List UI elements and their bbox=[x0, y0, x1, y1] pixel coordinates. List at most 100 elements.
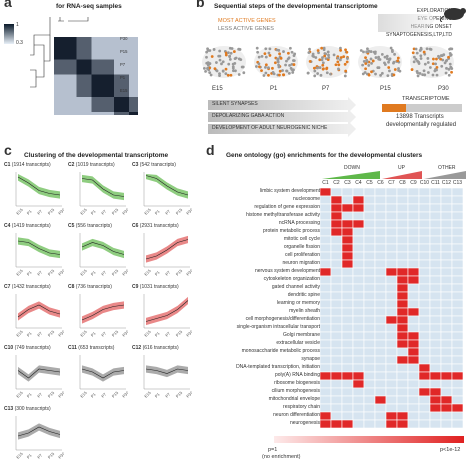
heatmap-cell bbox=[84, 52, 92, 60]
cluster-band bbox=[18, 365, 60, 382]
go-cell bbox=[374, 283, 387, 293]
heatmap-cell bbox=[136, 74, 138, 82]
heatmap-cell bbox=[84, 97, 92, 105]
go-cell bbox=[374, 387, 387, 397]
cluster-x-tick: P30 bbox=[121, 207, 128, 216]
go-cell bbox=[352, 419, 365, 428]
cluster-mean-line bbox=[81, 178, 125, 197]
heatmap-cell bbox=[61, 97, 69, 105]
heatmap-cell bbox=[114, 89, 122, 97]
go-cell bbox=[363, 307, 376, 317]
group-other: OTHER bbox=[438, 165, 456, 171]
cluster-band bbox=[146, 365, 188, 378]
go-cell bbox=[418, 395, 431, 405]
heatmap-cell bbox=[69, 104, 77, 112]
go-cell bbox=[429, 395, 442, 405]
go-cell bbox=[407, 259, 420, 269]
go-cell bbox=[396, 411, 409, 421]
go-cell bbox=[429, 403, 442, 413]
go-cell bbox=[396, 419, 409, 428]
heatmap-cell bbox=[61, 67, 69, 75]
heatmap-cell bbox=[129, 37, 137, 45]
go-cell bbox=[396, 267, 409, 277]
go-cell bbox=[451, 291, 464, 301]
go-cell bbox=[385, 291, 398, 301]
cluster-x-tick: E15 bbox=[79, 268, 88, 277]
go-cell bbox=[363, 379, 376, 389]
go-column-header: C6 bbox=[377, 180, 384, 186]
go-term: single-organism intracellular transport bbox=[236, 324, 320, 330]
go-cell bbox=[396, 371, 409, 381]
cluster-x-tick: E15 bbox=[79, 390, 88, 399]
go-term: extracellular vesicle bbox=[276, 340, 320, 346]
heatmap-cell bbox=[91, 67, 99, 75]
go-heatmap bbox=[320, 188, 464, 428]
go-cell bbox=[352, 323, 365, 333]
heatmap-cell bbox=[54, 67, 62, 75]
go-cell bbox=[320, 211, 332, 221]
cluster-label: C4 (1419 transcripts) bbox=[4, 223, 51, 229]
go-cell bbox=[374, 251, 387, 261]
heatmap-cell bbox=[84, 44, 92, 52]
cluster-label: C13 (300 transcripts) bbox=[4, 406, 51, 412]
go-cell bbox=[418, 211, 431, 221]
cluster-label: C9 (1031 transcripts) bbox=[132, 284, 179, 290]
go-cell bbox=[418, 243, 431, 253]
go-term: synapse bbox=[301, 356, 320, 362]
go-cell bbox=[385, 275, 398, 285]
heatmap-cell bbox=[99, 59, 107, 67]
go-cell bbox=[352, 275, 365, 285]
pvalue-left-note: (no enrichment) bbox=[262, 454, 301, 460]
heatmap-cell bbox=[76, 52, 84, 60]
go-cell bbox=[418, 251, 431, 261]
heatmap-cell bbox=[136, 37, 138, 45]
cluster-x-tick: P7 bbox=[164, 330, 172, 338]
go-cell bbox=[374, 339, 387, 349]
go-column-header: C13 bbox=[452, 180, 463, 186]
go-term: organelle fission bbox=[283, 244, 320, 250]
cluster-x-tick: P1 bbox=[26, 330, 34, 338]
go-cell bbox=[396, 195, 409, 205]
go-cell bbox=[440, 203, 453, 213]
heatmap-cell bbox=[99, 82, 107, 90]
cluster-x-tick: P15 bbox=[175, 207, 184, 216]
go-cell bbox=[320, 419, 332, 428]
go-cell bbox=[396, 203, 409, 213]
heatmap-cell bbox=[114, 74, 122, 82]
go-cell bbox=[407, 299, 420, 309]
go-cell bbox=[320, 275, 332, 285]
go-cell bbox=[429, 291, 442, 301]
heatmap-cell bbox=[129, 59, 137, 67]
go-cell bbox=[320, 283, 332, 293]
go-cell bbox=[363, 195, 376, 205]
cluster-plot: E15 P1 P7 P15 P30 bbox=[143, 294, 192, 338]
go-cell bbox=[341, 219, 354, 229]
heatmap-cell bbox=[99, 97, 107, 105]
heatmap-cell bbox=[91, 44, 99, 52]
heatmap-cell bbox=[106, 104, 114, 112]
go-cell bbox=[352, 331, 365, 341]
heatmap-cell bbox=[69, 52, 77, 60]
go-cell bbox=[352, 371, 365, 381]
go-cell bbox=[352, 211, 365, 221]
go-cell bbox=[320, 323, 332, 333]
heatmap-cell bbox=[84, 89, 92, 97]
go-cell bbox=[407, 307, 420, 317]
go-column-header: C4 bbox=[355, 180, 362, 186]
go-cell bbox=[418, 339, 431, 349]
go-cell bbox=[451, 235, 464, 245]
process-silent-synapses: SILENT SYNAPSES bbox=[212, 101, 258, 107]
go-cell bbox=[385, 315, 398, 325]
heatmap-cell bbox=[61, 59, 69, 67]
heatmap-cell bbox=[106, 67, 114, 75]
pvalue-right: p<1e-12 bbox=[440, 447, 461, 453]
heatmap-cell bbox=[61, 112, 69, 115]
heatmap-cell bbox=[61, 82, 69, 90]
go-cell bbox=[363, 347, 376, 357]
heatmap-cell bbox=[121, 89, 129, 97]
go-cell bbox=[363, 275, 376, 285]
heatmap-cell bbox=[106, 97, 114, 105]
heatmap-cell bbox=[129, 74, 137, 82]
go-cell bbox=[320, 379, 332, 389]
go-cell bbox=[418, 227, 431, 237]
